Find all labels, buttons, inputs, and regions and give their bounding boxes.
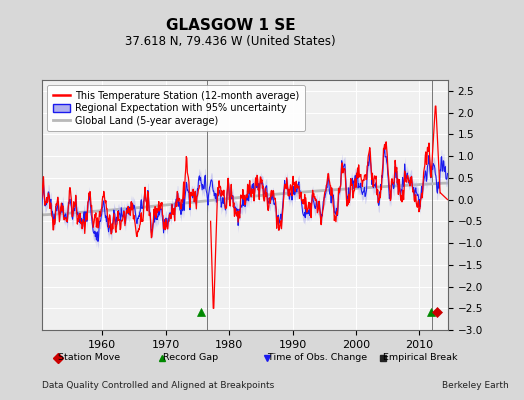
Text: Berkeley Earth: Berkeley Earth [442,382,508,390]
Legend: This Temperature Station (12-month average), Regional Expectation with 95% uncer: This Temperature Station (12-month avera… [47,85,305,131]
Text: Station Move: Station Move [52,354,121,362]
Y-axis label: Temperature Anomaly (°C): Temperature Anomaly (°C) [523,136,524,274]
Text: Data Quality Controlled and Aligned at Breakpoints: Data Quality Controlled and Aligned at B… [42,382,274,390]
Text: Record Gap: Record Gap [157,354,219,362]
Text: Empirical Break: Empirical Break [377,354,458,362]
Text: Time of Obs. Change: Time of Obs. Change [262,354,367,362]
Text: 37.618 N, 79.436 W (United States): 37.618 N, 79.436 W (United States) [125,36,336,48]
Text: GLASGOW 1 SE: GLASGOW 1 SE [166,18,296,34]
